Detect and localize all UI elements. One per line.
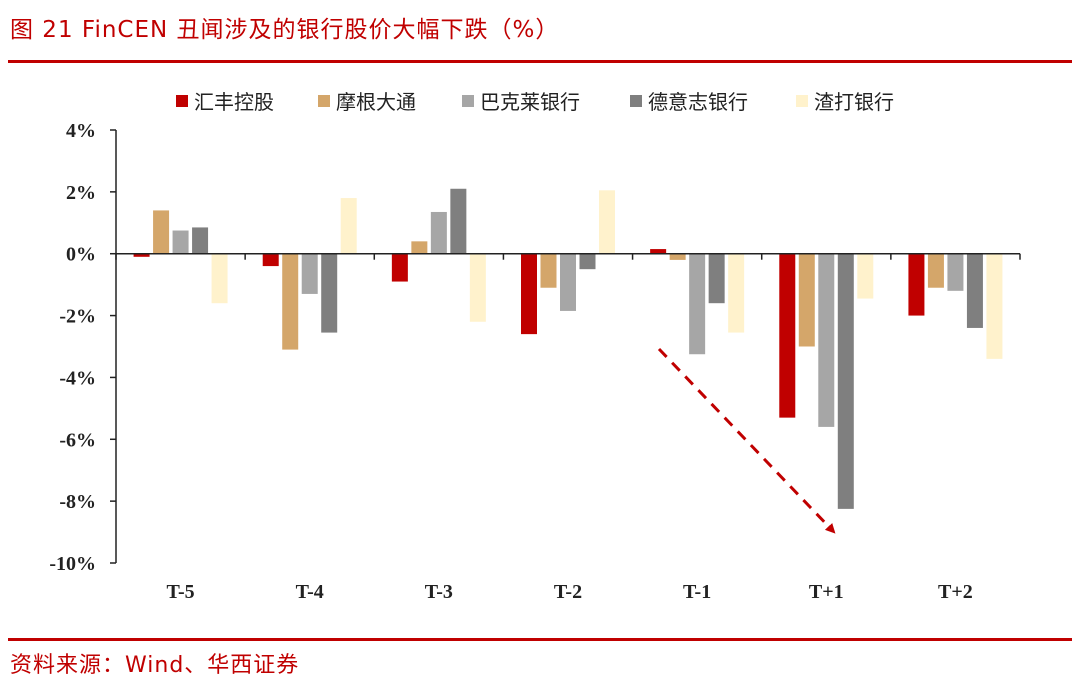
legend-label: 德意志银行 bbox=[648, 90, 748, 114]
bar-T-3-汇丰控股 bbox=[391, 253, 408, 282]
bar-T-2-巴克莱银行 bbox=[560, 253, 576, 311]
x-tick-label: T+1 bbox=[809, 581, 844, 603]
x-tick-label: T-3 bbox=[425, 581, 453, 603]
bar-T-2-汇丰控股 bbox=[521, 253, 537, 335]
bar-T+2-摩根大通 bbox=[927, 253, 944, 288]
y-tick-label: -10% bbox=[49, 553, 96, 575]
bar-T-1-德意志银行 bbox=[708, 253, 725, 304]
bar-T+2-德意志银行 bbox=[966, 253, 983, 328]
figure-title: 图 21 FinCEN 丑闻涉及的银行股价大幅下跌（%） bbox=[10, 17, 560, 43]
bar-T-4-汇丰控股 bbox=[262, 253, 279, 267]
x-tick-label: T-5 bbox=[166, 581, 194, 603]
bar-T-3-渣打银行 bbox=[469, 253, 486, 322]
y-tick-label: -4% bbox=[59, 367, 96, 389]
y-tick-label: 4% bbox=[66, 120, 96, 142]
x-tick-label: T-1 bbox=[683, 581, 711, 603]
chart-legend: 汇丰控股 摩根大通 巴克莱银行 德意志银行 渣打银行 bbox=[176, 90, 894, 114]
bar-T+1-汇丰控股 bbox=[779, 253, 796, 418]
source-note: 资料来源：Wind、华西证券 bbox=[10, 653, 300, 678]
legend-label: 巴克莱银行 bbox=[480, 90, 580, 114]
bar-T+2-渣打银行 bbox=[986, 253, 1003, 359]
legend-swatch bbox=[318, 95, 330, 107]
y-axis: 4% 2% 0% -2% -4% -6% -8% -10% bbox=[49, 120, 117, 575]
legend-label: 摩根大通 bbox=[336, 90, 416, 114]
bar-T-4-德意志银行 bbox=[321, 253, 338, 333]
bar-T+1-德意志银行 bbox=[837, 253, 854, 509]
bar-T-3-德意志银行 bbox=[450, 188, 467, 254]
bar-T+2-汇丰控股 bbox=[908, 253, 925, 316]
bar-T-5-德意志银行 bbox=[192, 227, 209, 254]
bar-T-1-摩根大通 bbox=[669, 253, 686, 260]
y-tick-label: -2% bbox=[59, 306, 96, 328]
legend-label: 汇丰控股 bbox=[194, 90, 274, 114]
x-tick-label: T+2 bbox=[938, 581, 973, 603]
bottom-rule bbox=[8, 638, 1072, 641]
x-tick-label: T-2 bbox=[554, 581, 582, 603]
bar-T-1-渣打银行 bbox=[728, 253, 745, 333]
bar-T+1-摩根大通 bbox=[798, 253, 815, 347]
bar-series bbox=[133, 188, 1003, 509]
bar-T-3-巴克莱银行 bbox=[430, 211, 447, 254]
bar-T-1-汇丰控股 bbox=[650, 249, 667, 254]
bar-T-5-摩根大通 bbox=[153, 210, 170, 254]
bar-T-2-摩根大通 bbox=[540, 253, 557, 288]
bar-T-4-巴克莱银行 bbox=[301, 253, 318, 294]
legend-swatch bbox=[796, 95, 808, 107]
y-tick-label: 0% bbox=[66, 244, 96, 266]
bar-T-2-德意志银行 bbox=[579, 253, 596, 270]
y-tick-label: -8% bbox=[59, 491, 96, 513]
bar-T+2-巴克莱银行 bbox=[947, 253, 964, 291]
trend-arrow bbox=[657, 347, 836, 534]
bar-T-1-巴克莱银行 bbox=[689, 253, 706, 355]
legend-swatch bbox=[462, 95, 474, 107]
bar-T-5-巴克莱银行 bbox=[172, 230, 189, 254]
legend-swatch bbox=[176, 95, 188, 107]
y-tick-label: -6% bbox=[59, 429, 96, 451]
legend-swatch bbox=[630, 95, 642, 107]
bar-T-2-渣打银行 bbox=[599, 190, 615, 254]
bar-T-3-摩根大通 bbox=[411, 241, 428, 254]
bar-T-4-摩根大通 bbox=[282, 253, 299, 350]
bar-T-4-渣打银行 bbox=[340, 198, 357, 254]
x-axis: T-5 T-4 T-3 T-2 T-1 T+1 T+2 bbox=[115, 252, 1021, 603]
x-tick-label: T-4 bbox=[296, 581, 324, 603]
bar-T-5-汇丰控股 bbox=[133, 253, 150, 257]
bar-T+1-渣打银行 bbox=[857, 253, 874, 299]
legend-label: 渣打银行 bbox=[814, 90, 894, 114]
bar-T+1-巴克莱银行 bbox=[818, 253, 835, 427]
bar-T-5-渣打银行 bbox=[211, 253, 228, 304]
y-tick-label: 2% bbox=[66, 182, 96, 204]
top-rule bbox=[8, 60, 1072, 63]
